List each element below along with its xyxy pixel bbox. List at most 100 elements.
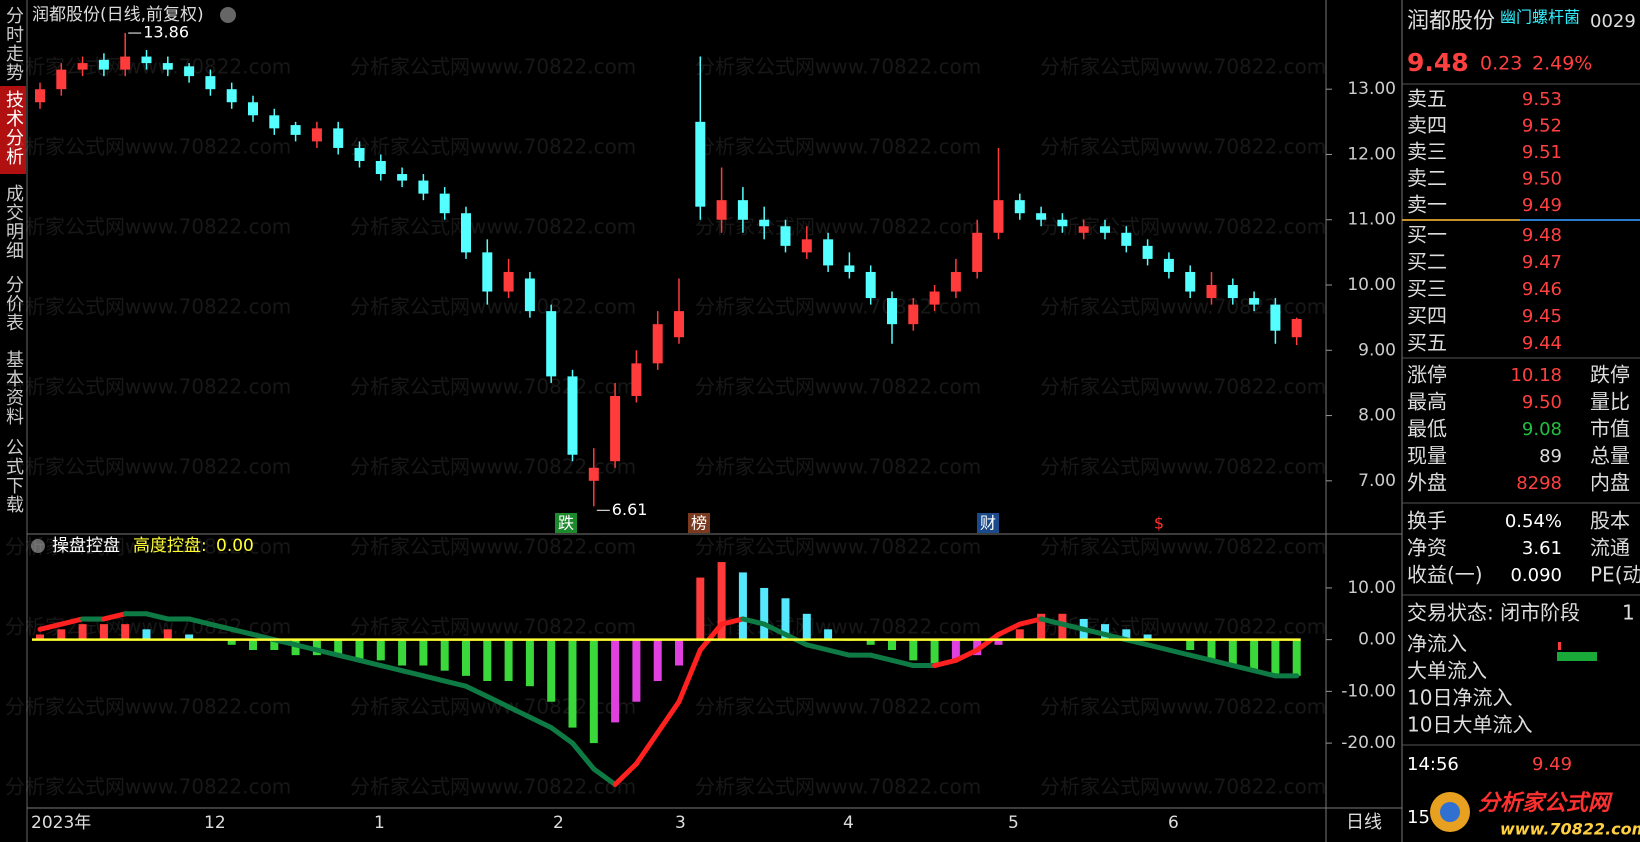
control-line bbox=[548, 725, 575, 746]
histogram-bar bbox=[227, 639, 236, 645]
order-price: 9.51 bbox=[1522, 142, 1562, 163]
flow-label: 10日大单流入 bbox=[1407, 713, 1532, 737]
status: 交易状态: 闭市阶段 bbox=[1407, 601, 1580, 625]
stat-value: 9.50 bbox=[1522, 392, 1562, 413]
control-line bbox=[527, 714, 554, 731]
candle-body bbox=[1078, 226, 1089, 233]
stat-value: 8298 bbox=[1516, 473, 1562, 494]
y-tick-label: -10.00 bbox=[1341, 681, 1396, 701]
histogram-bar bbox=[504, 639, 513, 682]
control-line bbox=[293, 642, 320, 653]
stock-name: 润都股份 bbox=[1407, 9, 1495, 34]
stat-label: 换手 bbox=[1407, 509, 1447, 533]
histogram-bar bbox=[589, 639, 598, 744]
candle-body bbox=[801, 239, 812, 253]
candle-body bbox=[610, 395, 621, 462]
stat-value: 3.61 bbox=[1522, 538, 1562, 559]
watermark: 分析家公式网www.70822.com bbox=[695, 455, 981, 479]
logo-name: 分析家公式网 bbox=[1478, 790, 1613, 816]
tick-time: 14:56 bbox=[1407, 754, 1459, 775]
watermark: 分析家公式网www.70822.com bbox=[1040, 375, 1326, 399]
control-line bbox=[37, 621, 64, 632]
candle-body bbox=[780, 226, 791, 246]
histogram-bar bbox=[653, 639, 662, 682]
side-tab[interactable]: 公式下载 bbox=[3, 438, 24, 514]
stat-label: 涨停 bbox=[1407, 363, 1447, 387]
stat-label: 总量 bbox=[1590, 444, 1630, 468]
candle-body bbox=[184, 66, 195, 77]
histogram-bar bbox=[696, 577, 705, 640]
price: 9.48 bbox=[1407, 48, 1469, 77]
watermark: 分析家公式网www.70822.com bbox=[350, 615, 636, 639]
histogram-bar bbox=[185, 634, 194, 640]
time-label: 6 bbox=[1168, 813, 1179, 833]
candle-body bbox=[162, 63, 173, 70]
histogram-bar bbox=[760, 587, 769, 640]
histogram-bar bbox=[1228, 639, 1237, 666]
control-line bbox=[1145, 642, 1172, 653]
histogram-bar bbox=[57, 629, 66, 640]
candle-body bbox=[524, 278, 535, 312]
stat-label: 最高 bbox=[1407, 390, 1447, 414]
candle-body bbox=[823, 239, 834, 266]
menu-icon[interactable] bbox=[220, 7, 236, 23]
stat-label: 市值 bbox=[1590, 417, 1630, 441]
control-line bbox=[612, 761, 639, 787]
histogram-bar bbox=[99, 624, 108, 640]
histogram-bar bbox=[462, 639, 470, 676]
candle-body bbox=[950, 271, 961, 292]
candle-body bbox=[98, 59, 109, 70]
control-line bbox=[1251, 668, 1278, 679]
control-line bbox=[442, 678, 469, 689]
active-tab-bg bbox=[0, 86, 26, 174]
order-price: 9.53 bbox=[1522, 89, 1562, 110]
watermark: 分析家公式网www.70822.com bbox=[350, 375, 636, 399]
flow-bar bbox=[1558, 642, 1561, 650]
candle-body bbox=[333, 128, 344, 148]
candle-body bbox=[844, 265, 855, 272]
candle-body bbox=[1057, 219, 1068, 227]
histogram-bar bbox=[675, 639, 683, 666]
side-tab[interactable]: 成交明细 bbox=[3, 184, 24, 260]
order-label: 买二 bbox=[1407, 250, 1447, 274]
candle-body bbox=[1206, 285, 1217, 299]
histogram-bar bbox=[1143, 634, 1152, 640]
watermark: 分析家公式网www.70822.com bbox=[1040, 535, 1326, 559]
candle-body bbox=[226, 89, 237, 103]
candle-body bbox=[546, 311, 557, 377]
watermark: 分析家公式网www.70822.com bbox=[695, 55, 981, 79]
side-tab[interactable]: 分时走势 bbox=[3, 6, 24, 82]
y-tick-label: 10.00 bbox=[1347, 578, 1396, 598]
control-line bbox=[633, 730, 661, 767]
candle-body bbox=[652, 324, 663, 364]
control-line bbox=[357, 657, 384, 669]
order-label: 卖一 bbox=[1407, 193, 1447, 217]
candle-body bbox=[631, 363, 642, 396]
histogram-bar bbox=[36, 634, 44, 640]
flow-label: 10日净流入 bbox=[1407, 686, 1512, 710]
side-tab[interactable]: 技术分析 bbox=[3, 90, 24, 166]
candle-body bbox=[1185, 271, 1196, 292]
watermark: 分析家公式网www.70822.com bbox=[350, 295, 636, 319]
control-line bbox=[1209, 657, 1236, 669]
histogram-bar bbox=[930, 639, 939, 666]
histogram-bar bbox=[547, 639, 556, 702]
candle-body bbox=[205, 76, 216, 90]
side-tab[interactable]: 基本资料 bbox=[3, 350, 24, 426]
control-line bbox=[570, 740, 597, 772]
stat-label: 股本 bbox=[1590, 509, 1630, 533]
stat-label: 净资 bbox=[1407, 536, 1447, 560]
time-label: 2 bbox=[553, 813, 564, 833]
menu-icon[interactable] bbox=[31, 539, 45, 553]
histogram-bar bbox=[1292, 639, 1301, 676]
candle-body bbox=[418, 180, 429, 194]
candle-body bbox=[56, 69, 67, 90]
control-line bbox=[591, 766, 618, 787]
histogram-bar bbox=[1271, 639, 1280, 676]
side-tab[interactable]: 分价表 bbox=[3, 275, 24, 332]
candle-body bbox=[1270, 304, 1281, 331]
stat-label: 收益(一) bbox=[1407, 563, 1483, 587]
control-line bbox=[1187, 652, 1214, 663]
stat-value: 10.18 bbox=[1510, 365, 1562, 386]
